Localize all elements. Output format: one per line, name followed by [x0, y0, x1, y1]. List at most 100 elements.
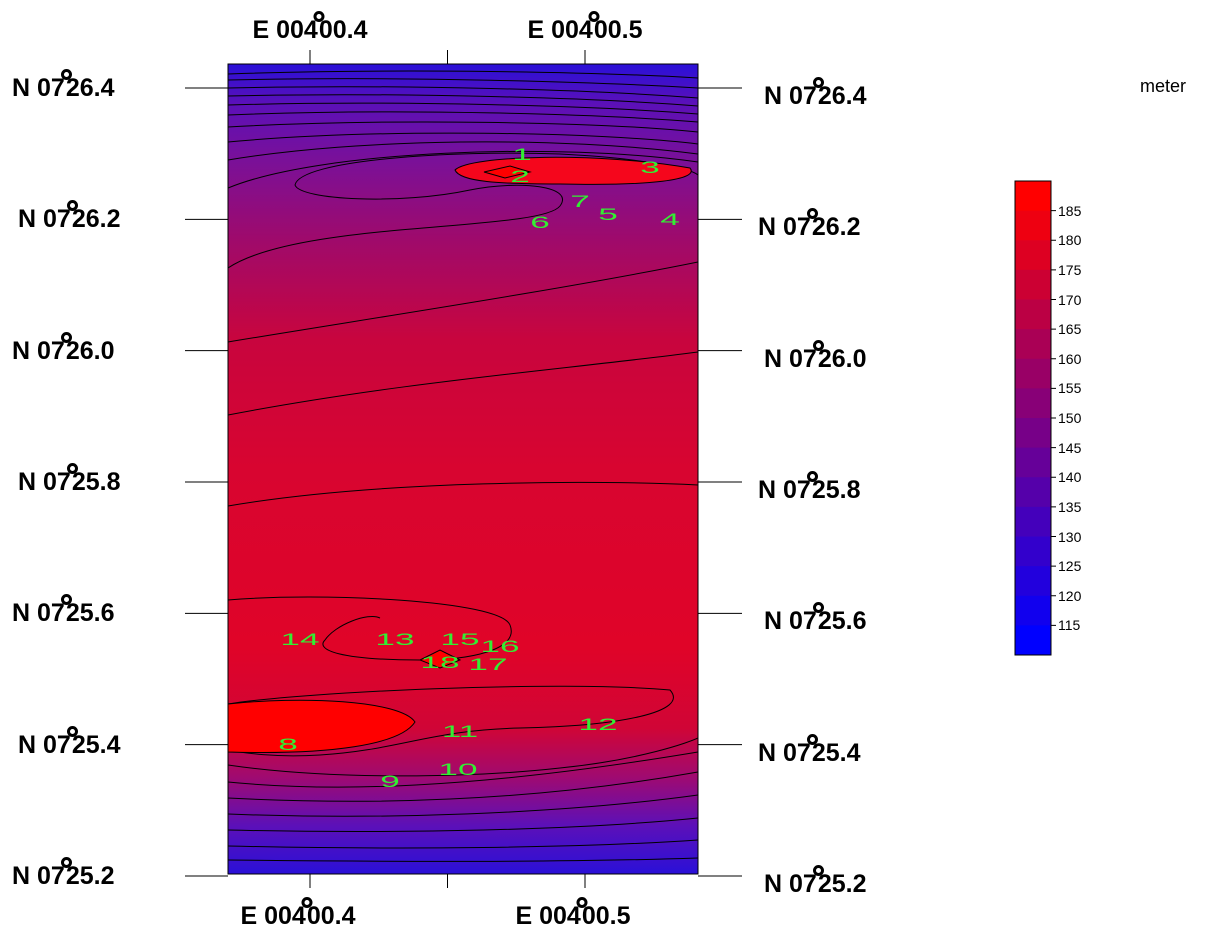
coord-value: 26.0 [65, 336, 115, 365]
coord-prefix: N 07 [764, 344, 817, 373]
lon-label-bottom: E 00400.5 [515, 897, 631, 930]
degree-icon [812, 602, 824, 614]
coord-value: 00.4 [306, 902, 356, 930]
coord-value: 00.5 [581, 902, 631, 930]
station-label: 2 [510, 167, 530, 186]
legend-level-label: 155 [1058, 380, 1082, 397]
coord-value: 26.2 [71, 205, 121, 234]
coord-prefix: N 07 [758, 738, 811, 767]
lat-label-left: N 0726.0 [12, 331, 115, 365]
degree-icon [60, 331, 72, 343]
coord-prefix: N 07 [758, 213, 811, 242]
station-label: 4 [660, 210, 680, 229]
lat-label-right: N 0726.4 [764, 77, 867, 110]
station-label: 12 [578, 715, 617, 734]
lon-label-top: E 00400.4 [252, 11, 368, 44]
coord-prefix: E 004 [240, 902, 306, 930]
lat-label-right: N 0725.2 [764, 865, 867, 898]
coord-value: 25.8 [811, 476, 861, 504]
coord-value: 26.4 [65, 74, 115, 102]
coord-prefix: E 004 [515, 902, 581, 930]
degree-icon [806, 208, 818, 220]
degree-icon [66, 463, 78, 474]
station-label: 11 [442, 722, 479, 741]
coord-prefix: N 07 [18, 730, 71, 759]
degree-icon [806, 471, 818, 482]
coord-value: 25.6 [817, 607, 867, 636]
coord-prefix: N 07 [12, 74, 65, 102]
station-label: 17 [468, 655, 507, 674]
coord-prefix: E 004 [252, 16, 318, 44]
lat-label-right: N 0725.8 [758, 471, 861, 504]
degree-icon [812, 865, 824, 876]
coord-value: 00.5 [593, 16, 643, 44]
coord-prefix: N 07 [12, 862, 65, 890]
coord-prefix: N 07 [764, 870, 817, 898]
legend-title: meter [1140, 76, 1187, 96]
coord-value: 00.4 [318, 16, 368, 44]
station-label: 18 [420, 653, 459, 672]
station-label: 15 [440, 630, 479, 649]
degree-icon [60, 594, 72, 606]
coord-prefix: N 07 [758, 476, 811, 504]
station-label: 7 [570, 192, 590, 211]
degree-icon [66, 200, 78, 212]
lat-label-left: N 0726.2 [18, 200, 121, 234]
degree-icon [812, 77, 824, 88]
coord-value: 26.4 [817, 82, 867, 110]
degree-icon [313, 11, 325, 22]
degree-icon [301, 897, 313, 908]
coord-prefix: N 07 [12, 336, 65, 365]
station-label: 14 [280, 630, 319, 649]
coord-prefix: N 07 [18, 468, 71, 496]
legend-level-label: 140 [1058, 469, 1082, 486]
station-label: 1 [512, 145, 532, 164]
legend-level-label: 165 [1058, 321, 1082, 338]
lon-label-bottom: E 00400.4 [240, 897, 356, 930]
coord-value: 25.4 [811, 738, 861, 767]
lat-label-right: N 0725.4 [758, 733, 861, 767]
degree-icon [806, 733, 818, 745]
station-label: 8 [278, 735, 298, 754]
coord-prefix: N 07 [764, 607, 817, 636]
legend-level-label: 170 [1058, 291, 1082, 308]
axis-ticks [185, 50, 742, 888]
legend-level-label: 115 [1058, 617, 1081, 634]
station-label: 3 [640, 158, 660, 177]
coord-prefix: E 004 [527, 16, 593, 44]
lat-label-left: N 0725.2 [12, 857, 115, 890]
legend-level-label: 135 [1058, 498, 1082, 515]
coord-value: 26.2 [811, 213, 861, 242]
degree-icon [576, 897, 588, 908]
legend-level-label: 125 [1058, 558, 1082, 575]
legend-level-label: 180 [1058, 232, 1082, 249]
coord-prefix: N 07 [18, 205, 71, 234]
lat-label-left: N 0725.4 [18, 725, 121, 759]
station-label: 13 [375, 630, 414, 649]
coord-value: 25.8 [71, 468, 121, 496]
station-label: 16 [480, 637, 519, 656]
legend-level-label: 145 [1058, 439, 1082, 456]
coord-value: 25.6 [65, 599, 115, 628]
legend-level-label: 160 [1058, 350, 1082, 367]
lat-label-left: N 0725.8 [18, 463, 121, 496]
station-label: 6 [530, 213, 550, 232]
legend-level-label: 150 [1058, 410, 1082, 426]
coord-value: 25.4 [71, 730, 121, 759]
station-label: 9 [380, 772, 400, 791]
lat-label-right: N 0725.6 [764, 602, 867, 636]
legend-level-label: 130 [1058, 528, 1082, 545]
coord-value: 25.2 [65, 862, 115, 890]
coord-prefix: N 07 [12, 599, 65, 628]
legend-level-label: 120 [1058, 587, 1082, 604]
station-label: 10 [438, 760, 477, 779]
legend-level-label: 175 [1058, 261, 1082, 278]
coord-value: 25.2 [817, 870, 867, 898]
lat-label-left: N 0726.4 [12, 69, 115, 102]
lat-label-right: N 0726.2 [758, 208, 861, 242]
lon-label-top: E 00400.5 [527, 11, 643, 44]
degree-icon [60, 69, 72, 80]
